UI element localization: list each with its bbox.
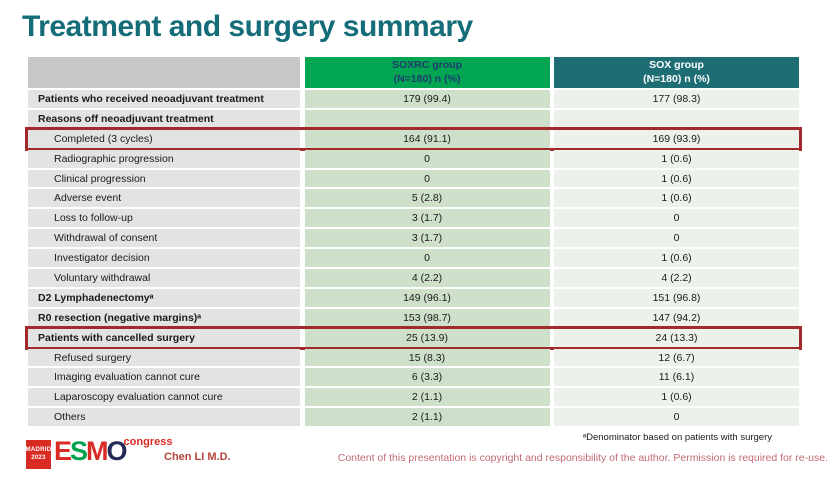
soxrc-value: 4 (2.2)	[304, 269, 550, 287]
soxrc-value: 5 (2.8)	[304, 189, 550, 208]
sox-value: 147 (94.2)	[554, 308, 799, 327]
badge-city: MADRID	[25, 446, 52, 453]
soxrc-value: 2 (1.1)	[304, 388, 550, 407]
table-row: Loss to follow-up 3 (1.7) 0	[28, 209, 799, 228]
row-label: Completed (3 cycles)	[28, 129, 300, 148]
sox-value: 24 (13.3)	[554, 328, 799, 347]
sox-value: 1 (0.6)	[554, 388, 799, 407]
soxrc-value: 0	[304, 149, 550, 168]
sox-value: 0	[554, 229, 799, 248]
row-label: Clinical progression	[28, 169, 300, 188]
row-label: Withdrawal of consent	[28, 229, 300, 248]
table-row: Voluntary withdrawal 4 (2.2) 4 (2.2)	[28, 269, 799, 287]
esmo-letter-m: M	[86, 436, 108, 466]
soxrc-value: 2 (1.1)	[304, 408, 550, 427]
esmo-congress-logo: MADRID 2023 ESMO congress	[26, 436, 174, 469]
soxrc-value: 15 (8.3)	[304, 348, 550, 367]
esmo-letter-s: S	[70, 436, 88, 466]
sox-value: 4 (2.2)	[554, 269, 799, 287]
author-name: Chen LI M.D.	[164, 451, 231, 463]
table-row: Investigator decision 0 1 (0.6)	[28, 249, 799, 268]
soxrc-group-label: SOXRC group	[392, 59, 462, 72]
sox-group-sublabel: (N=180) n (%)	[643, 72, 710, 85]
table-row: Imaging evaluation cannot cure 6 (3.3) 11 …	[28, 368, 799, 387]
soxrc-value: 3 (1.7)	[304, 229, 550, 248]
esmo-letter-e: E	[54, 436, 72, 466]
sox-value: 11 (6.1)	[554, 368, 799, 387]
copyright-notice: Content of this presentation is copyrigh…	[337, 452, 828, 464]
soxrc-value: 179 (99.4)	[304, 90, 550, 108]
table-row: Radiographic progression 0 1 (0.6)	[28, 149, 799, 168]
soxrc-value: 164 (91.1)	[304, 129, 550, 148]
table-row: R0 resection (negative margins)ᵃ 153 (98.…	[28, 308, 799, 327]
table-body: Patients who received neoadjuvant treatm…	[25, 90, 802, 427]
row-label: Reasons off neoadjuvant treatment	[28, 109, 300, 128]
slide-title: Treatment and surgery summary	[22, 10, 473, 43]
table-row: Completed (3 cycles) 164 (91.1) 169 (93.9)	[25, 126, 802, 151]
table-row: D2 Lymphadenectomyᵃ 149 (96.1) 151 (96.8)	[28, 288, 799, 307]
table-row: Withdrawal of consent 3 (1.7) 0	[28, 229, 799, 248]
table-row: Patients with cancelled surgery 25 (13.9)…	[25, 325, 802, 350]
sox-value: 1 (0.6)	[554, 169, 799, 188]
soxrc-group-header: SOXRC group (N=180) n (%)	[304, 57, 550, 88]
esmo-letter-o: O	[106, 436, 128, 466]
denominator-footnote: ᵃDenominator based on patients with surg…	[582, 432, 772, 443]
soxrc-value: 0	[304, 249, 550, 268]
row-label: Radiographic progression	[28, 149, 300, 168]
table-corner-cell	[28, 57, 300, 88]
table-row: Patients who received neoadjuvant treatm…	[28, 90, 799, 108]
madrid-2023-badge: MADRID 2023	[26, 440, 51, 469]
sox-value: 0	[554, 408, 799, 427]
table-row: Clinical progression 0 1 (0.6)	[28, 169, 799, 188]
row-label: Laparoscopy evaluation cannot cure	[28, 388, 300, 407]
badge-year: 2023	[31, 454, 46, 461]
row-label: Loss to follow-up	[28, 209, 300, 228]
row-label: Imaging evaluation cannot cure	[28, 368, 300, 387]
row-label: Patients with cancelled surgery	[28, 328, 300, 347]
sox-value: 0	[554, 209, 799, 228]
row-label: Patients who received neoadjuvant treatm…	[28, 90, 300, 108]
esmo-wordmark: ESMO	[54, 436, 128, 466]
congress-label: congress	[123, 436, 173, 448]
soxrc-value	[304, 109, 550, 128]
soxrc-value: 25 (13.9)	[304, 328, 550, 347]
sox-group-header: SOX group (N=180) n (%)	[554, 57, 799, 88]
sox-value: 1 (0.6)	[554, 249, 799, 268]
row-label: D2 Lymphadenectomyᵃ	[28, 288, 300, 307]
row-label: R0 resection (negative margins)ᵃ	[28, 308, 300, 327]
row-label: Voluntary withdrawal	[28, 269, 300, 287]
row-label: Adverse event	[28, 189, 300, 208]
summary-table: SOXRC group (N=180) n (%) SOX group (N=1…	[25, 57, 802, 427]
row-label: Others	[28, 408, 300, 427]
row-label: Investigator decision	[28, 249, 300, 268]
soxrc-value: 149 (96.1)	[304, 288, 550, 307]
table-row: Laparoscopy evaluation cannot cure 2 (1.1…	[28, 388, 799, 407]
soxrc-group-sublabel: (N=180) n (%)	[393, 72, 461, 85]
table-row: Reasons off neoadjuvant treatment	[28, 109, 799, 128]
sox-value: 151 (96.8)	[554, 288, 799, 307]
sox-value: 169 (93.9)	[554, 129, 799, 148]
sox-value: 177 (98.3)	[554, 90, 799, 108]
sox-value: 1 (0.6)	[554, 189, 799, 208]
soxrc-value: 6 (3.3)	[304, 368, 550, 387]
sox-value	[554, 109, 799, 128]
sox-group-label: SOX group	[649, 59, 704, 72]
row-label: Refused surgery	[28, 348, 300, 367]
table-row: Refused surgery 15 (8.3) 12 (6.7)	[28, 348, 799, 367]
soxrc-value: 3 (1.7)	[304, 209, 550, 228]
table-header-row: SOXRC group (N=180) n (%) SOX group (N=1…	[28, 57, 799, 88]
sox-value: 12 (6.7)	[554, 348, 799, 367]
soxrc-value: 0	[304, 169, 550, 188]
soxrc-value: 153 (98.7)	[304, 308, 550, 327]
table-row: Others 2 (1.1) 0	[28, 408, 799, 427]
table-row: Adverse event 5 (2.8) 1 (0.6)	[28, 189, 799, 208]
sox-value: 1 (0.6)	[554, 149, 799, 168]
